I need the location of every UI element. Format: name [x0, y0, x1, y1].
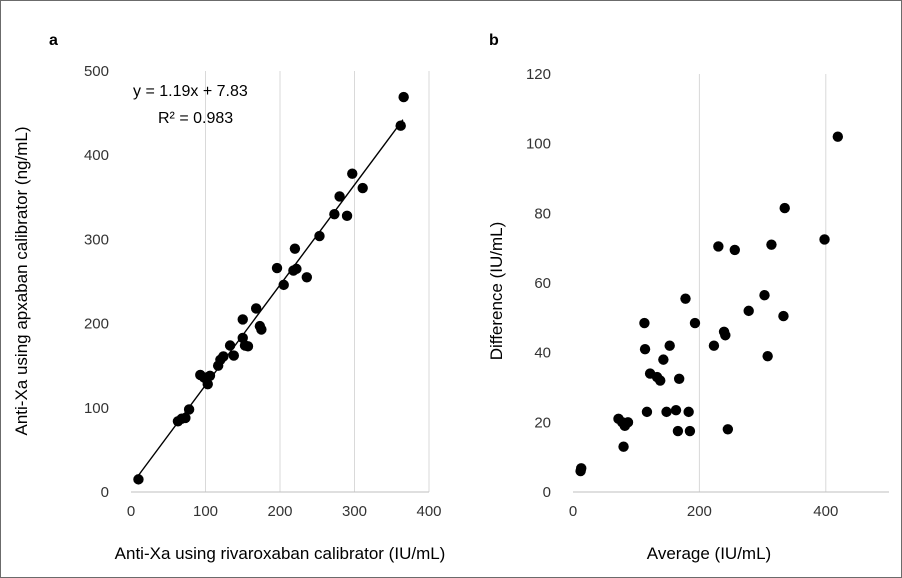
y-tick-label: 100	[526, 136, 551, 153]
panel-a-letter: a	[49, 32, 58, 49]
data-point	[713, 241, 724, 252]
data-point	[639, 317, 650, 329]
data-point	[250, 303, 262, 314]
data-point	[778, 310, 789, 322]
x-tick-label: 0	[127, 503, 135, 520]
data-point	[618, 441, 629, 452]
panel-b-y-ticks: 0 20 40 60 80 100 120	[526, 66, 551, 501]
data-point	[218, 351, 229, 362]
data-point	[398, 91, 409, 103]
x-tick-label: 400	[416, 503, 441, 520]
data-point	[722, 424, 734, 435]
y-tick-label: 200	[84, 316, 109, 333]
panel-a-y-axis-title: Anti-Xa using apxaban calibrator (ng/mL)	[12, 127, 31, 436]
data-point	[759, 289, 770, 301]
panel-b: 0 200 400 0 20 40 60 80 100 120 b Average (IU/mL…	[487, 32, 889, 563]
y-tick-label: 0	[101, 484, 109, 501]
data-point	[658, 354, 669, 365]
data-point	[395, 120, 406, 131]
data-point	[202, 379, 213, 390]
y-tick-label: 400	[84, 147, 109, 164]
data-point	[672, 425, 684, 437]
panel-b-points	[575, 131, 844, 477]
x-tick-label: 300	[342, 503, 367, 520]
data-point	[684, 425, 696, 437]
data-point	[673, 373, 685, 384]
y-tick-label: 100	[84, 400, 109, 417]
y-tick-label: 20	[534, 414, 551, 431]
data-point	[576, 463, 587, 474]
data-point	[664, 340, 675, 351]
y-tick-label: 60	[534, 275, 551, 292]
data-point	[242, 341, 254, 352]
panel-a-x-ticks: 0 100 200 300 400	[127, 503, 442, 520]
data-point	[228, 350, 240, 361]
data-point	[683, 406, 694, 418]
x-tick-label: 100	[193, 503, 218, 520]
y-tick-label: 500	[84, 63, 109, 80]
data-point	[729, 244, 740, 256]
panel-a-gridlines	[205, 71, 430, 492]
data-point	[314, 230, 325, 242]
data-point	[622, 417, 634, 428]
panel-a-equation: y = 1.19x + 7.83	[133, 83, 248, 100]
data-point	[832, 131, 844, 142]
x-tick-label: 200	[687, 503, 712, 520]
data-point	[720, 330, 731, 341]
data-point	[655, 375, 666, 386]
data-point	[271, 262, 283, 274]
panel-b-x-ticks: 0 200 400	[569, 503, 838, 520]
y-tick-label: 0	[543, 484, 551, 501]
data-point	[641, 406, 653, 418]
y-tick-label: 120	[526, 66, 551, 83]
panel-b-letter: b	[489, 32, 499, 49]
data-point	[762, 350, 773, 362]
data-point	[639, 343, 651, 355]
x-tick-label: 200	[267, 503, 292, 520]
panel-a-points	[133, 91, 409, 485]
data-point	[204, 370, 216, 382]
data-point	[743, 305, 754, 317]
x-tick-label: 400	[813, 503, 838, 520]
panel-b-y-axis-title: Difference (IU/mL)	[487, 222, 506, 361]
data-point	[347, 168, 358, 179]
x-tick-label: 0	[569, 503, 577, 520]
data-point	[708, 340, 720, 351]
data-point	[357, 182, 368, 194]
data-point	[183, 404, 195, 415]
data-point	[237, 314, 248, 325]
data-point	[766, 239, 777, 250]
data-point	[180, 412, 191, 424]
data-point	[680, 293, 691, 304]
data-point	[289, 243, 301, 254]
data-point	[819, 234, 830, 245]
data-point	[329, 208, 340, 220]
panel-a-x-axis-title: Anti-Xa using rivaroxaban calibrator (IU…	[115, 544, 446, 563]
y-tick-label: 300	[84, 231, 109, 248]
data-point	[689, 317, 701, 329]
data-point	[301, 272, 313, 283]
data-point	[661, 406, 672, 418]
panel-a: 0 100 200 300 400 0 100 200 300 400 500 a y = 1.1…	[12, 32, 445, 563]
data-point	[224, 340, 236, 351]
y-tick-label: 80	[534, 205, 551, 222]
panel-b-gridlines	[698, 74, 827, 492]
data-point	[133, 474, 144, 485]
data-point	[341, 210, 353, 222]
data-point	[334, 191, 345, 202]
data-point	[291, 263, 302, 275]
panel-a-y-ticks: 0 100 200 300 400 500	[84, 63, 109, 501]
data-point	[670, 404, 682, 416]
data-point	[278, 279, 289, 291]
data-point	[779, 202, 790, 214]
panel-a-r-squared: R² = 0.983	[158, 110, 233, 127]
panel-b-x-axis-title: Average (IU/mL)	[647, 544, 771, 563]
data-point	[256, 324, 267, 335]
y-tick-label: 40	[534, 345, 551, 362]
